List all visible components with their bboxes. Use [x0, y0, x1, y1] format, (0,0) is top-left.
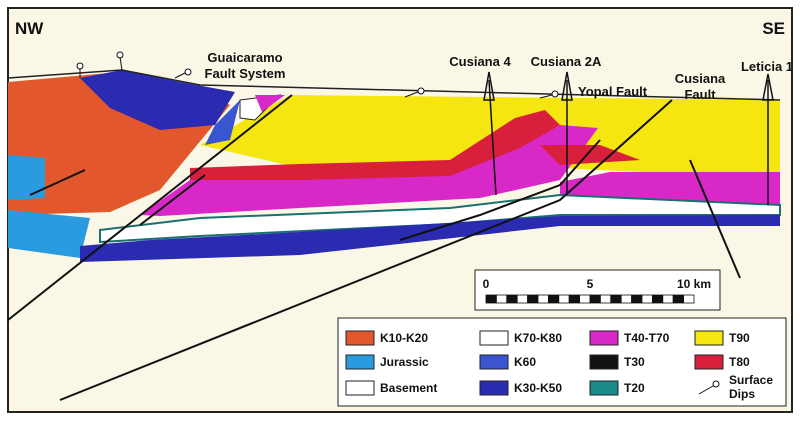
well	[488, 79, 497, 196]
legend-swatch	[694, 354, 724, 370]
fault-label: Guaicaramo	[207, 50, 282, 65]
legend-label: K30-K50	[514, 381, 562, 395]
legend-label: K10-K20	[380, 331, 428, 345]
fault-label: Yopal Fault	[578, 84, 648, 99]
legend-label: Surface	[729, 373, 773, 387]
scale-label: 0	[483, 277, 490, 291]
legend-label: T90	[729, 331, 750, 345]
legend-label: Basement	[380, 381, 437, 395]
legend-label: K70-K80	[514, 331, 562, 345]
jurassic	[8, 155, 45, 200]
legend-label: Jurassic	[380, 355, 429, 369]
derrick	[561, 71, 573, 101]
legend-label: T30	[624, 355, 645, 369]
scale-segment	[600, 294, 612, 304]
scale-segment	[631, 294, 643, 304]
well-label: Leticia 1	[741, 59, 793, 74]
legend-swatch	[589, 380, 619, 396]
t80	[190, 110, 560, 182]
k30-k50	[80, 215, 780, 262]
fault	[689, 159, 741, 279]
scale-segment	[662, 294, 674, 304]
scale-segment	[589, 294, 601, 304]
legend-label: T20	[624, 381, 645, 395]
legend-label: K60	[514, 355, 536, 369]
fault	[59, 99, 673, 401]
well-label: Cusiana 2A	[531, 54, 602, 69]
scale-bar	[485, 294, 695, 304]
scale-segment	[652, 294, 664, 304]
fault-label: Fault	[684, 87, 716, 102]
scale-segment	[579, 294, 591, 304]
scale-segment	[527, 294, 539, 304]
legend-swatch	[589, 330, 619, 346]
legend-swatch	[479, 330, 509, 346]
fault	[139, 174, 206, 226]
scale-segment	[641, 294, 653, 304]
legend-swatch	[479, 380, 509, 396]
scale-segment	[485, 294, 497, 304]
t80	[540, 145, 640, 165]
legend-swatch	[589, 354, 619, 370]
well-label: Cusiana 4	[449, 54, 511, 69]
legend-swatch	[345, 330, 375, 346]
surface-dips	[76, 51, 559, 99]
legend-swatch	[345, 354, 375, 370]
scale-segment	[620, 294, 633, 304]
scale-segment	[495, 294, 508, 304]
legend-label: T80	[729, 355, 750, 369]
fault	[399, 139, 601, 241]
se-label: SE	[762, 19, 785, 38]
jurassic	[8, 210, 90, 258]
legend-swatch	[694, 330, 724, 346]
wells	[483, 71, 774, 205]
legend: K10-K20 Jurassic Basement K70-K80 K60 K30-K50…	[345, 330, 773, 401]
fault	[29, 169, 86, 196]
scale-segment	[516, 294, 529, 304]
scale-label: 10 km	[677, 277, 711, 291]
legend-label: T40-T70	[624, 331, 670, 345]
scale-segment	[548, 294, 560, 304]
k60	[205, 100, 240, 145]
legend-swatch	[345, 380, 375, 396]
t40-t70	[140, 125, 598, 216]
nw-label: NW	[15, 19, 44, 38]
fault-label: Cusiana	[675, 71, 726, 86]
derrick	[762, 73, 774, 101]
derrick	[483, 71, 495, 101]
faults	[7, 94, 741, 401]
legend-dip-icon	[698, 385, 714, 395]
scale-segment	[537, 294, 549, 304]
t40-t70	[255, 95, 285, 112]
t90	[200, 95, 780, 172]
scale-segment	[568, 294, 581, 304]
legend-swatch	[479, 354, 509, 370]
scale-segment	[610, 294, 622, 304]
legend-label: Dips	[729, 387, 755, 401]
scale-segment	[558, 294, 570, 304]
scale-label: 5	[587, 277, 594, 291]
legend-dip-icon	[712, 380, 720, 388]
fault-label: Fault System	[205, 66, 286, 81]
scale-segment	[672, 294, 685, 304]
scale-segment	[506, 294, 518, 304]
scale-segment	[683, 294, 695, 304]
fault	[7, 94, 293, 321]
